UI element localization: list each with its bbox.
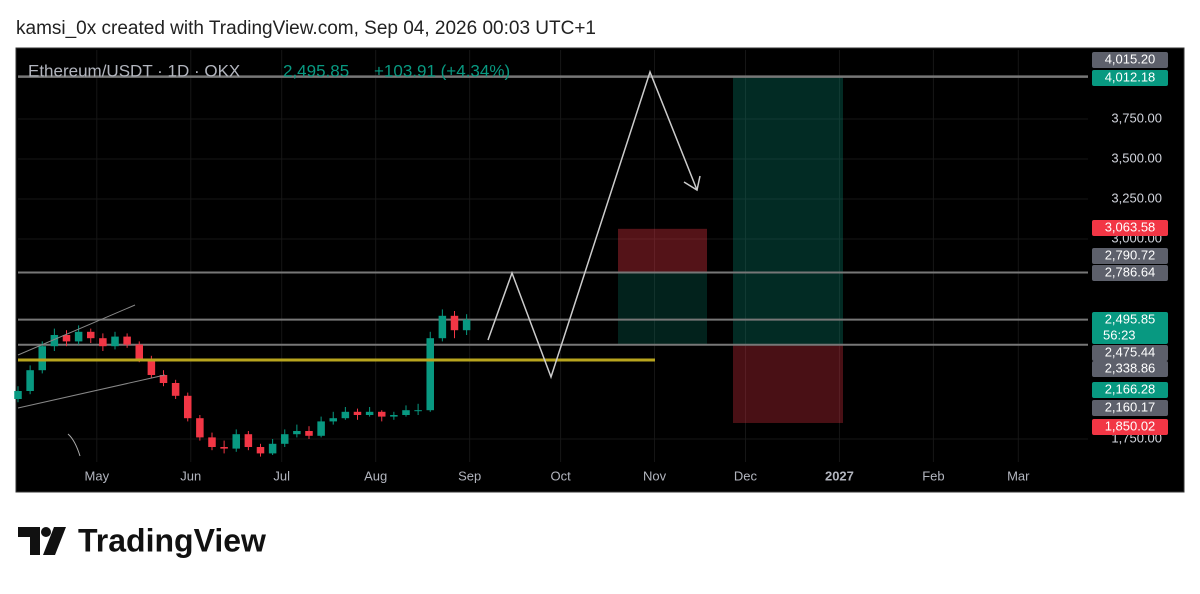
candle-body xyxy=(111,336,119,347)
candle-body xyxy=(450,315,459,331)
candle-body xyxy=(26,370,34,391)
position-zone xyxy=(733,344,843,423)
price-tag xyxy=(1092,361,1168,377)
candle-body xyxy=(244,434,253,447)
projection-path xyxy=(487,69,698,380)
price-tag-label: 2,790.72 xyxy=(1105,247,1156,262)
x-tick-label: Nov xyxy=(643,468,667,483)
header: kamsi_0x created with TradingView.com, S… xyxy=(16,18,596,39)
chart-panel xyxy=(15,47,1185,493)
logo-icon xyxy=(18,527,66,555)
price-tag xyxy=(1092,312,1168,344)
channel-line xyxy=(17,304,136,356)
candle-body xyxy=(353,411,362,415)
position-zone xyxy=(618,228,707,274)
price-tag-label: 2,166.28 xyxy=(1105,381,1156,396)
candle-body xyxy=(402,410,410,415)
candle-body xyxy=(329,418,337,422)
x-tick-label: Jun xyxy=(180,468,201,483)
price-tag-label: 2,495.85 xyxy=(1105,311,1156,326)
position-zone xyxy=(618,273,707,345)
x-tick-label: Jul xyxy=(273,468,290,483)
candle-body xyxy=(414,410,422,412)
price-tag-label: 3,063.58 xyxy=(1105,219,1156,234)
price-tag-label: 4,012.18 xyxy=(1105,69,1156,84)
price-tag xyxy=(1092,220,1168,236)
candle-body xyxy=(438,315,447,339)
candle-body xyxy=(208,437,216,447)
candle-body xyxy=(196,418,204,438)
x-tick-label: Feb xyxy=(922,468,944,483)
x-tick-label: Aug xyxy=(364,468,387,483)
arrow-head xyxy=(683,175,701,192)
candle-body xyxy=(390,415,398,417)
price-tag xyxy=(1092,345,1168,361)
price-tag-label: 2,160.17 xyxy=(1105,399,1156,414)
candle-body xyxy=(268,443,277,454)
price-tag xyxy=(1092,400,1168,416)
x-tick-label: Mar xyxy=(1007,468,1030,483)
position-zone xyxy=(733,77,843,345)
candle-body xyxy=(232,434,241,449)
price-tag xyxy=(1092,265,1168,281)
y-tick-label: 3,750.00 xyxy=(1111,110,1162,125)
candle-body xyxy=(50,335,59,347)
candle-body xyxy=(183,395,192,419)
candle-body xyxy=(86,331,95,339)
countdown: 56:23 xyxy=(1103,327,1136,342)
channel-line xyxy=(17,374,166,409)
price-tag-label: 4,015.20 xyxy=(1105,51,1156,66)
price-tag xyxy=(1092,382,1168,398)
x-tick-label: 2027 xyxy=(825,468,854,483)
drawing xyxy=(67,433,81,457)
candle-body xyxy=(305,431,313,436)
candle-body xyxy=(171,383,180,396)
legend-change: +103.91 (+4.34%) xyxy=(374,61,510,80)
price-tag xyxy=(1092,52,1168,68)
candle-body xyxy=(147,359,156,375)
candle-body xyxy=(123,336,131,345)
candle-body xyxy=(14,391,22,399)
candle-body xyxy=(159,375,168,383)
candle-body xyxy=(317,421,325,436)
candle-body xyxy=(38,346,47,371)
brand: TradingView xyxy=(78,522,266,558)
price-tag xyxy=(1092,248,1168,264)
candle-body xyxy=(99,338,107,347)
candle-body xyxy=(280,434,289,444)
price-tag xyxy=(1092,419,1168,435)
candle-body xyxy=(135,344,144,359)
candle-body xyxy=(62,335,71,342)
candle-body xyxy=(365,411,374,415)
legend-symbol: Ethereum/USDT · 1D · OKX xyxy=(28,61,240,80)
candle-body xyxy=(426,338,434,411)
candle-body xyxy=(293,431,301,435)
price-tag-label: 2,475.44 xyxy=(1105,344,1156,359)
x-tick-label: May xyxy=(85,468,110,483)
candle-body xyxy=(256,447,265,454)
candle-body xyxy=(462,319,471,331)
price-tag-label: 2,338.86 xyxy=(1105,360,1156,375)
price-tag xyxy=(1092,70,1168,86)
candle-body xyxy=(74,331,83,342)
candle-body xyxy=(377,411,386,417)
legend-price: 2,495.85 xyxy=(283,61,349,80)
price-tag-label: 1,850.02 xyxy=(1105,418,1156,433)
x-tick-label: Dec xyxy=(734,468,758,483)
price-tag-label: 2,786.64 xyxy=(1105,264,1156,279)
y-tick-label: 3,250.00 xyxy=(1111,190,1162,205)
x-tick-label: Oct xyxy=(550,468,571,483)
candle-body xyxy=(341,411,350,419)
x-tick-label: Sep xyxy=(458,468,481,483)
candle-body xyxy=(220,447,228,449)
y-tick-label: 3,500.00 xyxy=(1111,150,1162,165)
